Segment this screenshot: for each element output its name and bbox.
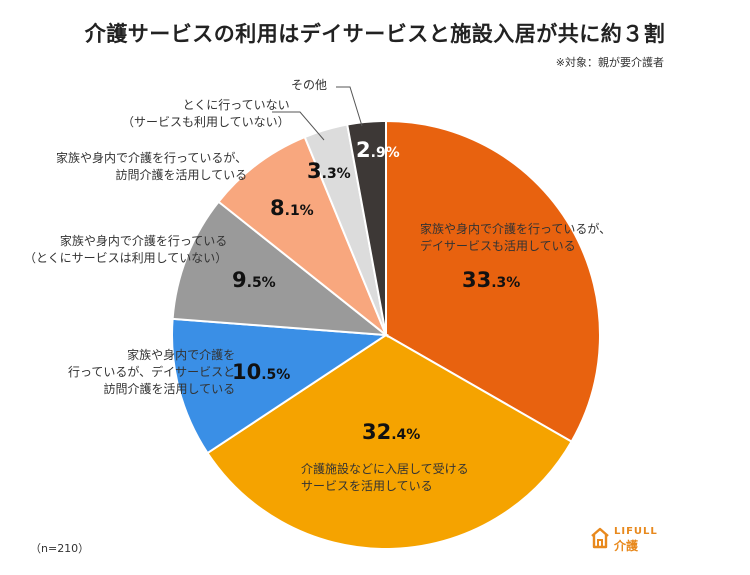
slice-label-line: 家族や身内で介護を行っているが、: [56, 151, 248, 165]
slice-label-day-service: 家族や身内で介護を行っているが、 デイサービスも活用している: [420, 221, 611, 255]
pie-slice-visit-care: [217, 135, 389, 339]
slice-label-line: その他: [291, 78, 328, 92]
slice-label-day-and-visit: 家族や身内で介護を行っているが、デイサービスと訪問介護を活用している: [68, 347, 235, 398]
logo-line1: LIFULL: [614, 526, 658, 537]
slice-percent-family-only: 9.5%: [232, 268, 276, 292]
percent-integer: 3: [307, 159, 322, 183]
percent-integer: 32: [362, 420, 392, 444]
logo-line2: 介護: [614, 539, 639, 553]
percent-integer: 8: [270, 196, 285, 220]
slice-percent-none: 3.3%: [307, 159, 351, 183]
slice-label-line: 家族や身内で介護を: [127, 348, 236, 362]
sample-size-note: （n=210）: [30, 542, 90, 555]
slice-label-line: （とくにサービスは利用していない）: [24, 251, 228, 265]
slice-label-facility: 介護施設などに入居して受ける サービスを活用している: [301, 461, 469, 495]
slice-label-line: 訪問介護を活用している: [103, 382, 236, 396]
percent-decimal: .1%: [284, 203, 314, 219]
slice-label-line: とくに行っていない: [182, 98, 290, 112]
slice-label-line: （サービスも利用していない）: [122, 115, 290, 129]
leader-line-other: [336, 86, 363, 127]
slice-label-line: 家族や身内で介護を行っているが、: [420, 222, 612, 236]
slice-percent-other: 2.9%: [356, 138, 400, 162]
percent-decimal: .3%: [491, 275, 521, 291]
slice-label-visit-care: 家族や身内で介護を行っているが、訪問介護を活用している: [56, 150, 247, 184]
percent-decimal: .5%: [261, 367, 291, 383]
pie-slice-day-and-visit: [171, 317, 389, 455]
slice-label-line: 訪問介護を活用している: [115, 168, 248, 182]
slice-label-line: 行っているが、デイサービスと: [68, 365, 236, 379]
chart-title: 介護サービスの利用はデイサービスと施設入居が共に約３割: [84, 22, 666, 46]
slice-label-family-only: 家族や身内で介護を行っている （とくにサービスは利用していない）: [24, 233, 227, 267]
pie-slice-other: [346, 119, 387, 336]
percent-decimal: .3%: [321, 166, 351, 182]
percent-integer: 2: [356, 138, 371, 162]
pie-slice-day-service: [385, 119, 601, 443]
percent-integer: 10: [232, 360, 262, 384]
slice-label-line: 介護施設などに入居して受ける: [301, 462, 469, 476]
slice-label-none: とくに行っていない （サービスも利用していない）: [122, 97, 290, 131]
percent-decimal: .5%: [246, 275, 276, 291]
percent-decimal: .9%: [370, 145, 400, 161]
slice-label-line: デイサービスも活用している: [420, 239, 576, 253]
pie-slice-family-only: [171, 200, 390, 337]
percent-integer: 33: [462, 268, 492, 292]
leader-line-none: [272, 111, 325, 141]
slice-label-line: サービスを活用している: [301, 479, 433, 493]
slice-label-line: 家族や身内で介護を行っている: [59, 234, 228, 248]
slice-label-other: その他: [291, 77, 327, 94]
percent-decimal: .4%: [391, 427, 421, 443]
slice-percent-day-and-visit: 10.5%: [232, 360, 290, 384]
slice-percent-facility: 32.4%: [362, 420, 420, 444]
lifull-logo: LIFULL 介護: [590, 526, 680, 553]
percent-integer: 9: [232, 268, 247, 292]
target-note: ※対象：親が要介護者: [555, 56, 664, 69]
slice-percent-day-service: 33.3%: [462, 268, 520, 292]
pie-slice-facility: [206, 333, 573, 550]
house-logo-icon: [591, 527, 609, 549]
slice-percent-visit-care: 8.1%: [270, 196, 314, 220]
